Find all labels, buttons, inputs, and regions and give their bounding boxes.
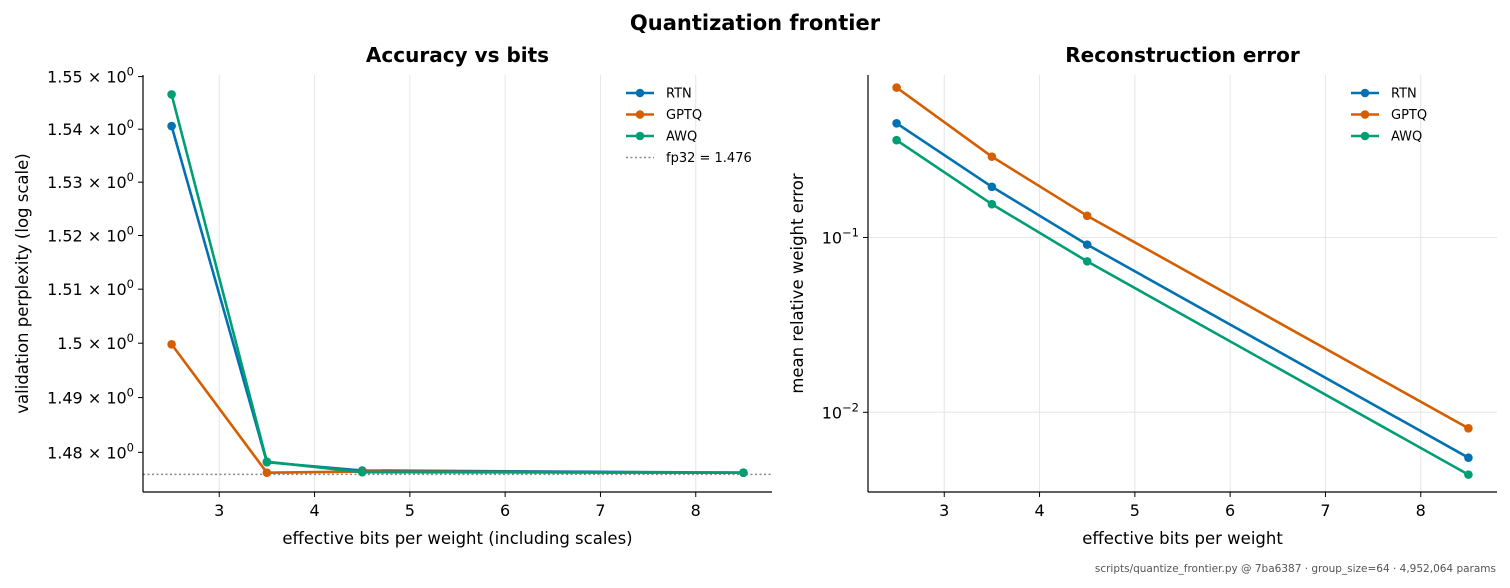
- legend-label: fp32 = 1.476: [666, 151, 752, 166]
- y-tick-label: 1.49 × 100: [47, 386, 134, 408]
- data-point-gptq: [1082, 211, 1092, 221]
- y-axis-label: validation perplexity (log scale): [13, 153, 32, 413]
- data-point-awq: [357, 467, 367, 477]
- legend-marker-gptq: [635, 110, 645, 119]
- series-line-awq: [895, 139, 1470, 476]
- y-tick-label: 1.54 × 100: [47, 117, 134, 139]
- legend-label: GPTQ: [666, 108, 702, 123]
- figure-title: Quantization frontier: [630, 11, 881, 35]
- data-point-awq: [1082, 257, 1092, 266]
- legend-label: RTN: [1391, 87, 1417, 102]
- x-tick-label: 7: [595, 501, 605, 520]
- data-point-gptq: [987, 152, 997, 161]
- y-axis-label: mean relative weight error: [788, 173, 807, 394]
- data-point-gptq: [167, 339, 176, 349]
- data-point-awq: [739, 468, 748, 477]
- y-tick-label: 1.52 × 100: [47, 223, 134, 245]
- accuracy-panel: 3 4 5 6 7 8 1.48 × 100 1.49 × 100 1.5 × 100 1.51 …: [13, 43, 772, 548]
- x-tick-label: 5: [1130, 501, 1140, 520]
- data-point-awq: [1464, 470, 1473, 479]
- data-point-rtn: [167, 121, 176, 131]
- x-tick-label: 6: [500, 501, 510, 520]
- data-point-rtn: [1464, 453, 1473, 462]
- x-tick-label: 8: [691, 501, 701, 520]
- y-tick-label: 1.55 × 100: [47, 65, 134, 87]
- legend-marker-awq: [635, 131, 645, 141]
- y-tick-label: 10−1: [822, 225, 859, 247]
- legend-marker-rtn: [1360, 88, 1370, 98]
- x-tick-label: 5: [405, 501, 415, 520]
- y-tick-label: 1.48 × 100: [47, 440, 134, 462]
- x-axis-label: effective bits per weight: [1082, 529, 1283, 548]
- reconstruction-panel: 3 4 5 6 7 8 10−1 10−2 Reconstruction error effect…: [788, 43, 1497, 548]
- legend-label: GPTQ: [1391, 108, 1427, 123]
- legend-marker-awq: [1360, 131, 1370, 141]
- x-tick-label: 3: [214, 501, 224, 520]
- data-point-rtn: [987, 182, 997, 192]
- panel-title: Accuracy vs bits: [366, 43, 549, 67]
- footer-note: scripts/quantize_frontier.py @ 7ba6387 ·…: [1095, 563, 1496, 575]
- x-tick-label: 7: [1320, 501, 1330, 520]
- x-axis-label: effective bits per weight (including sca…: [282, 529, 632, 548]
- data-point-awq: [987, 199, 997, 209]
- data-point-rtn: [1082, 240, 1092, 249]
- x-tick-label: 4: [1034, 501, 1044, 520]
- legend-label: RTN: [666, 87, 692, 102]
- legend-label: AWQ: [1391, 130, 1422, 145]
- data-point-gptq: [892, 83, 901, 92]
- y-tick-label: 1.5 × 100: [57, 331, 134, 353]
- panel-title: Reconstruction error: [1065, 43, 1300, 67]
- x-tick-label: 3: [939, 501, 949, 520]
- x-tick-label: 4: [309, 501, 319, 520]
- legend-marker-rtn: [635, 88, 645, 98]
- series-line-gptq: [895, 86, 1470, 430]
- y-tick-label: 1.51 × 100: [47, 277, 134, 299]
- series-line-rtn: [895, 122, 1470, 459]
- y-tick-label: 1.53 × 100: [47, 170, 134, 192]
- data-point-awq: [892, 135, 901, 145]
- data-point-gptq: [1464, 423, 1473, 433]
- x-tick-label: 8: [1416, 501, 1426, 520]
- data-point-gptq: [262, 468, 272, 477]
- data-point-awq: [167, 90, 176, 99]
- legend-marker-gptq: [1360, 110, 1370, 119]
- data-point-rtn: [892, 118, 901, 128]
- data-point-awq: [262, 457, 272, 466]
- series-line-gptq: [170, 343, 744, 475]
- legend-label: AWQ: [666, 130, 697, 145]
- x-tick-label: 6: [1225, 501, 1235, 520]
- y-tick-label: 10−2: [822, 400, 859, 422]
- series-line-awq: [170, 94, 744, 475]
